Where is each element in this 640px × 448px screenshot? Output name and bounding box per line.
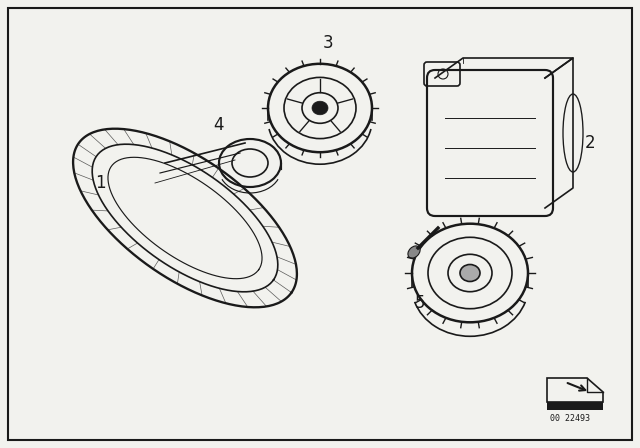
Text: 00 22493: 00 22493 — [550, 414, 590, 422]
Text: 2: 2 — [585, 134, 595, 152]
Ellipse shape — [312, 101, 328, 115]
Text: 3: 3 — [323, 34, 333, 52]
Text: 1: 1 — [95, 174, 106, 192]
Bar — [547, 402, 603, 410]
Text: 5: 5 — [415, 294, 425, 312]
Ellipse shape — [408, 246, 420, 258]
Ellipse shape — [460, 264, 480, 281]
Text: 4: 4 — [212, 116, 223, 134]
